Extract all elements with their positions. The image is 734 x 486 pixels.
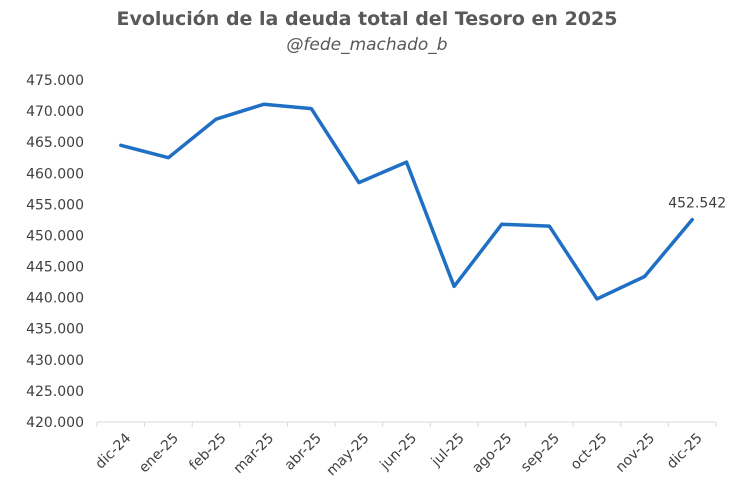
y-tick-label: 450.000 [26, 228, 84, 244]
y-tick-label: 455.000 [26, 197, 84, 213]
x-tick-label: ene-25 [136, 430, 182, 476]
data-labels: 452.542 [668, 196, 726, 212]
y-tick-label: 430.000 [26, 353, 84, 369]
x-tick-label: abr-25 [282, 430, 325, 473]
y-tick-label: 445.000 [26, 260, 84, 276]
y-axis: 420.000 425.000 430.000 435.000 440.000 445.0… [26, 73, 84, 431]
x-tick-label: dic-24 [92, 430, 134, 472]
series-layer [119, 102, 694, 301]
y-tick-label: 470.000 [26, 104, 84, 120]
x-tick-label: oct-25 [568, 430, 611, 473]
data-label: 452.542 [668, 196, 726, 212]
x-tick-label: ago-25 [469, 430, 515, 476]
x-tick-label: nov-25 [613, 430, 658, 475]
y-tick-label: 475.000 [26, 73, 84, 89]
x-tick-label: jun-25 [377, 430, 420, 473]
chart-subtitle: @fede_machado_b [286, 35, 448, 55]
x-tick-label: feb-25 [186, 430, 229, 473]
x-tick-label: mar-25 [231, 430, 278, 477]
x-tick-label: dic-25 [664, 430, 706, 472]
y-tick-label: 440.000 [26, 291, 84, 307]
chart-title: Evolución de la deuda total del Tesoro e… [116, 8, 618, 30]
x-tick-label: jul-25 [428, 430, 468, 470]
y-tick-label: 465.000 [26, 135, 84, 151]
x-tick-label: may-25 [324, 430, 373, 479]
x-tick-label: sep-25 [518, 430, 563, 475]
y-tick-label: 435.000 [26, 322, 84, 338]
y-tick-label: 425.000 [26, 384, 84, 400]
y-tick-label: 420.000 [26, 415, 84, 431]
series-line [119, 102, 694, 301]
y-tick-label: 460.000 [26, 166, 84, 182]
